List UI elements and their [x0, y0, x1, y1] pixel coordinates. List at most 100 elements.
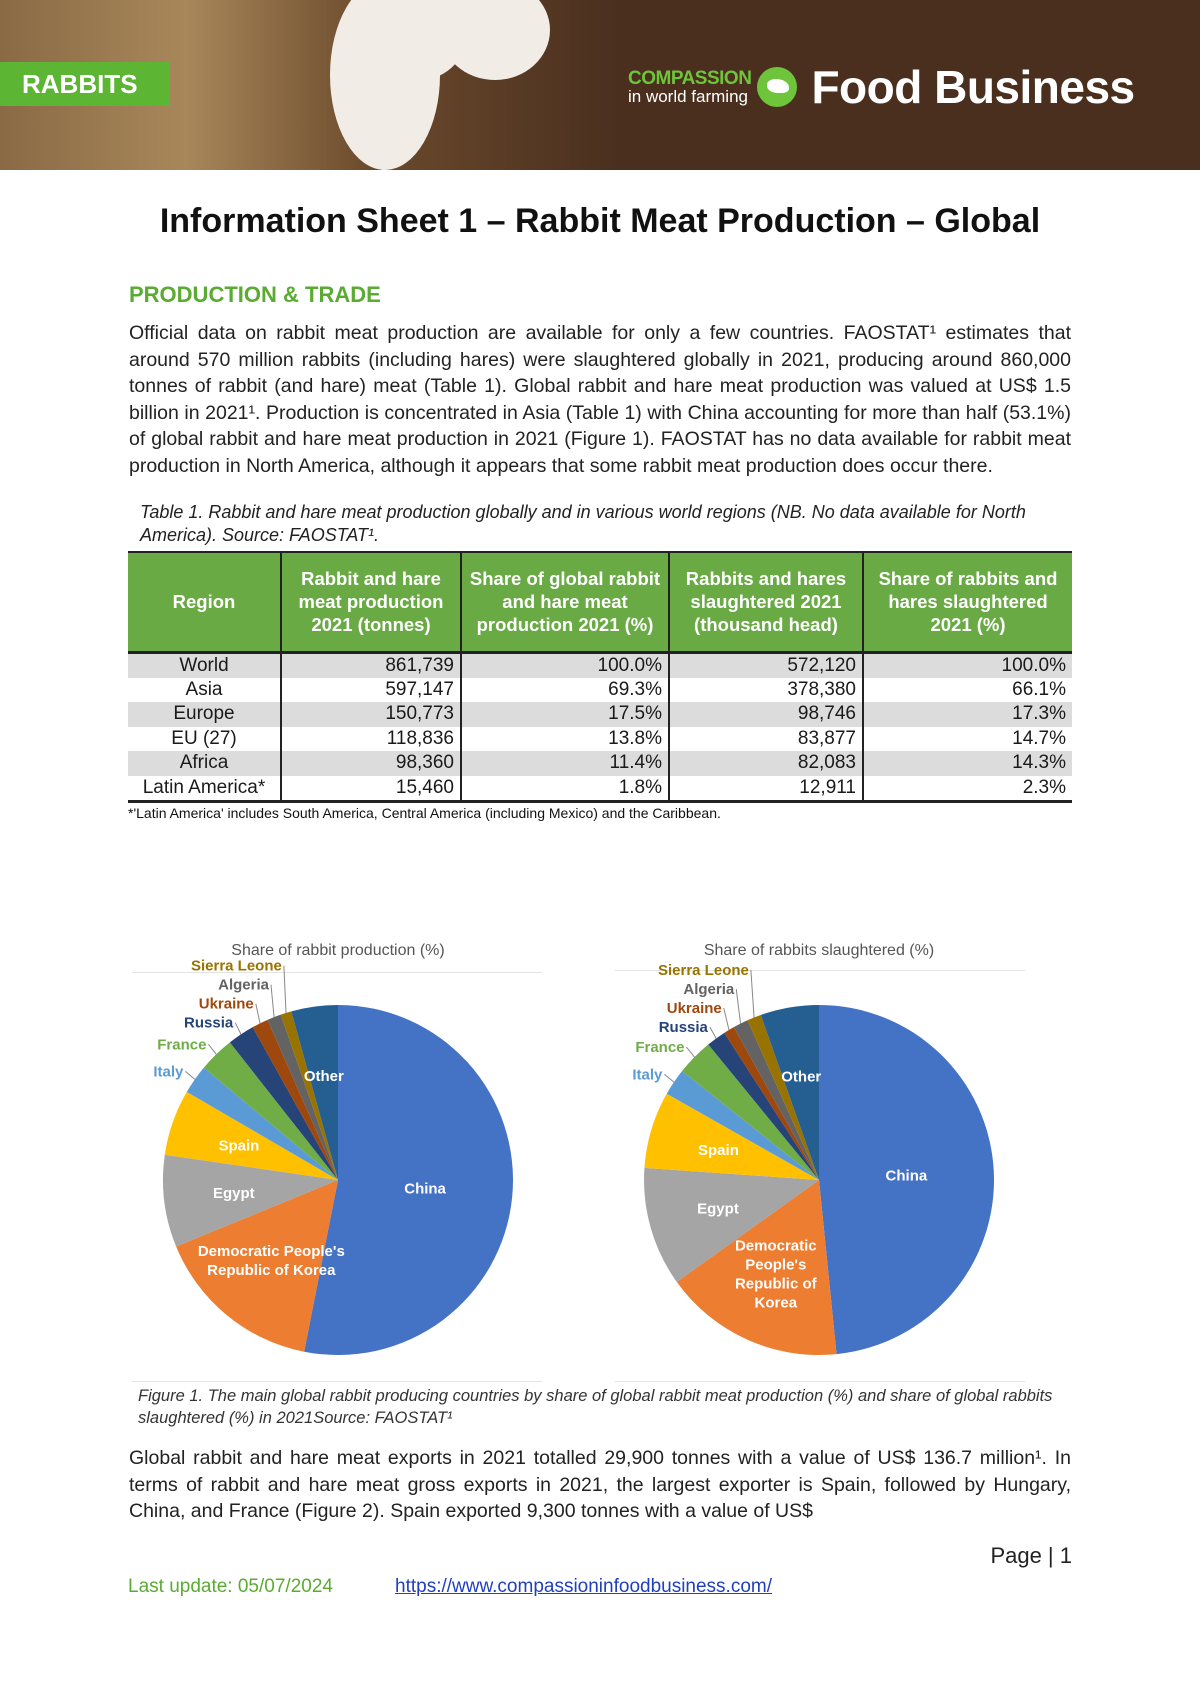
- table-cell: Africa: [179, 752, 229, 774]
- table-row: EU (27) 118,836 13.8% 83,877 14.7%: [128, 726, 1072, 751]
- leader-line: [723, 1007, 730, 1031]
- leader-line: [709, 1026, 717, 1039]
- table-cell: 597,147: [280, 677, 461, 702]
- section-heading: PRODUCTION & TRADE: [129, 282, 381, 307]
- exports-paragraph: Global rabbit and hare meat exports in 2…: [129, 1447, 1071, 1522]
- pie-slice: [733, 1020, 819, 1180]
- chart-title: Share of rabbits slaughtered (%): [703, 942, 935, 959]
- leader-line: [185, 1070, 196, 1080]
- col-header: Rabbit and hare meat production 2021 (to…: [280, 552, 461, 652]
- table-caption: Table 1. Rabbit and hare meat production…: [140, 502, 1026, 545]
- pie-slice: [747, 1014, 819, 1180]
- pie-slice: [708, 1032, 819, 1180]
- figure-caption: Figure 1. The main global rabbit produci…: [138, 1387, 1053, 1427]
- table-header-row: Region Rabbit and hare meat production 2…: [128, 552, 1072, 652]
- pie-label: Italy: [632, 1066, 663, 1083]
- table-cell: 100.0%: [460, 652, 669, 678]
- pie-slice: [666, 1071, 819, 1180]
- table-cell: 82,083: [668, 751, 863, 776]
- pie-label: Egypt: [697, 1201, 739, 1218]
- pie-label: Democratic People's Republic of Korea: [735, 1238, 818, 1312]
- intro-and-table: Official data on rabbit meat production …: [128, 320, 1072, 822]
- table-cell: 14.3%: [862, 751, 1072, 776]
- pie-label: Russia: [659, 1019, 709, 1036]
- table-cell: 83,877: [668, 726, 863, 751]
- pie-slice: [291, 1005, 338, 1180]
- col-header: Region: [128, 552, 281, 652]
- leader-line: [686, 1046, 695, 1058]
- category-tag: RABBITS: [0, 62, 170, 106]
- table-cell: 2.3%: [862, 775, 1072, 801]
- leader-line: [208, 1043, 217, 1055]
- pie-label: France: [635, 1039, 684, 1056]
- intro-paragraph: Official data on rabbit meat production …: [129, 322, 1071, 477]
- table-cell: World: [179, 654, 229, 676]
- table-cell: 98,360: [280, 751, 461, 776]
- pie-slice: [267, 1014, 338, 1180]
- col-header: Share of global rabbit and hare meat pro…: [460, 552, 669, 652]
- pie-label: China: [886, 1168, 928, 1185]
- table-cell: 17.5%: [460, 702, 669, 727]
- pie-slice: [676, 1180, 837, 1356]
- figure-and-footer: Figure 1. The main global rabbit produci…: [128, 1385, 1072, 1599]
- pie-label: Other: [781, 1069, 821, 1086]
- pie-label: Algeria: [218, 977, 270, 994]
- chart-title: Share of rabbit production (%): [231, 942, 445, 959]
- footer: Last update: 05/07/2024 https://www.comp…: [128, 1575, 1072, 1599]
- pie-label: Ukraine: [667, 1000, 722, 1017]
- pie-slice: [760, 1005, 819, 1180]
- table-cell: 378,380: [668, 677, 863, 702]
- table-cell: 15,460: [280, 775, 461, 801]
- logo-line1: COMPASSION: [628, 67, 752, 89]
- table-cell: 100.0%: [862, 652, 1072, 678]
- logo-animal-icon: [757, 67, 798, 107]
- table-cell: 14.7%: [862, 726, 1072, 751]
- col-header: Share of rabbits and hares slaughtered 2…: [862, 552, 1072, 652]
- production-table: Region Rabbit and hare meat production 2…: [128, 551, 1072, 803]
- table-cell: 66.1%: [862, 677, 1072, 702]
- pie-label: Spain: [698, 1142, 739, 1159]
- pie-slice: [643, 1167, 819, 1282]
- table-row: Asia 597,147 69.3% 378,380 66.1%: [128, 677, 1072, 702]
- leader-line: [234, 1022, 242, 1035]
- pie-label: China: [404, 1181, 446, 1198]
- page-number: Page | 1: [990, 1542, 1072, 1568]
- table-cell: 98,746: [668, 702, 863, 727]
- table-cell: 861,739: [280, 652, 461, 678]
- table-cell: 1.8%: [460, 775, 669, 801]
- table-cell: 118,836: [280, 726, 461, 751]
- website-link[interactable]: https://www.compassioninfoodbusiness.com…: [395, 1575, 773, 1597]
- pie-slice: [203, 1042, 338, 1180]
- header-banner: RABBITS COMPASSION in world farming Food …: [0, 0, 1200, 170]
- logo-line2: in world farming: [628, 86, 748, 106]
- pie-slice: [280, 1011, 338, 1180]
- rabbits-photo: [0, 0, 620, 170]
- pie-label: Algeria: [683, 981, 735, 998]
- page-title: Information Sheet 1 – Rabbit Meat Produc…: [159, 202, 1041, 240]
- pie-label: Russia: [184, 1015, 234, 1032]
- pie-label: Other: [304, 1068, 344, 1085]
- last-update: Last update: 05/07/2024: [128, 1575, 333, 1597]
- table-cell: Latin America*: [142, 776, 266, 798]
- pie-label: Italy: [153, 1063, 184, 1080]
- leader-line: [750, 970, 755, 1018]
- table-row: Latin America* 15,460 1.8% 12,911 2.3%: [128, 775, 1072, 801]
- pie-slice: [229, 1027, 338, 1180]
- pie-slice: [724, 1027, 819, 1180]
- table-cell: Europe: [173, 703, 235, 725]
- table-row: World 861,739 100.0% 572,120 100.0%: [128, 652, 1072, 678]
- leader-line: [270, 984, 275, 1018]
- table-cell: 11.4%: [460, 751, 669, 776]
- pie-slice: [252, 1019, 338, 1180]
- pie-slice: [682, 1044, 819, 1180]
- table-cell: 572,120: [668, 652, 863, 678]
- table-cell: 150,773: [280, 702, 461, 727]
- pie-slice: [186, 1067, 338, 1180]
- pie-slice: [164, 1091, 338, 1180]
- logo-brand: Food Business: [811, 61, 1135, 113]
- leader-line: [255, 1003, 261, 1024]
- pie-slice: [163, 1154, 338, 1247]
- leader-line: [664, 1073, 675, 1083]
- pie-label: Spain: [218, 1137, 259, 1154]
- leader-line: [735, 989, 742, 1024]
